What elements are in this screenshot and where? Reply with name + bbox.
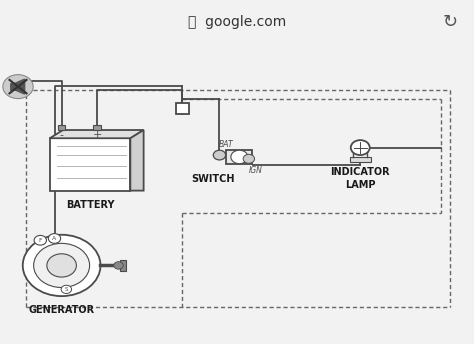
Text: BAT: BAT xyxy=(219,140,233,150)
Bar xyxy=(58,125,65,130)
Circle shape xyxy=(34,235,46,245)
Circle shape xyxy=(114,262,123,269)
Circle shape xyxy=(243,154,255,163)
Text: BATTERY: BATTERY xyxy=(66,200,114,210)
Polygon shape xyxy=(130,130,144,191)
Circle shape xyxy=(34,243,90,288)
Bar xyxy=(50,138,130,191)
Text: ↻: ↻ xyxy=(443,13,458,31)
Polygon shape xyxy=(15,79,25,94)
Circle shape xyxy=(3,75,33,99)
Text: A: A xyxy=(53,236,56,241)
Circle shape xyxy=(61,285,72,293)
Text: F: F xyxy=(38,238,42,243)
Bar xyxy=(93,125,101,130)
Text: 🔒  google.com: 🔒 google.com xyxy=(188,15,286,29)
Text: INDICATOR
LAMP: INDICATOR LAMP xyxy=(330,167,390,190)
Circle shape xyxy=(213,150,226,160)
Bar xyxy=(226,150,252,164)
Text: +: + xyxy=(92,130,102,140)
Bar xyxy=(176,103,189,114)
Polygon shape xyxy=(50,130,144,138)
Circle shape xyxy=(47,254,76,277)
Text: S: S xyxy=(64,287,68,292)
Text: IGN: IGN xyxy=(249,165,263,174)
Bar xyxy=(350,157,371,162)
Bar xyxy=(120,260,126,271)
Bar xyxy=(10,83,15,90)
Text: SWITCH: SWITCH xyxy=(191,174,235,184)
Circle shape xyxy=(48,234,61,243)
Circle shape xyxy=(23,235,100,296)
Text: -: - xyxy=(60,130,64,140)
Circle shape xyxy=(231,150,248,164)
Circle shape xyxy=(351,140,370,155)
Text: GENERATOR: GENERATOR xyxy=(28,305,95,315)
